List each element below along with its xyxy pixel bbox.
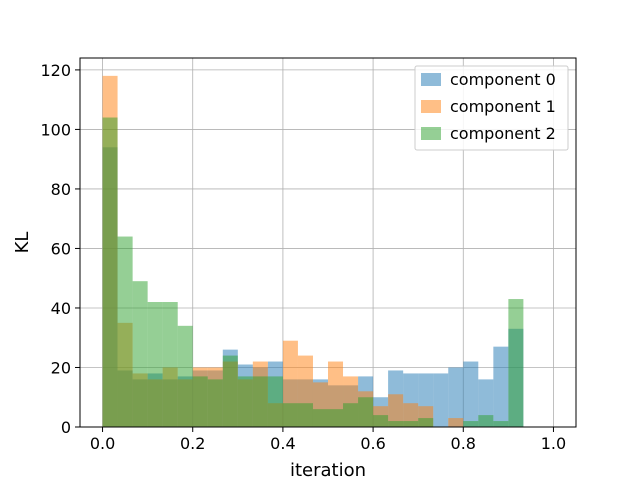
plot-frame xyxy=(79,57,577,428)
y-tick-label: 80 xyxy=(51,180,71,199)
legend-box xyxy=(414,65,569,151)
histogram-bar xyxy=(508,299,524,427)
y-axis-ticks: 0 20 40 60 80 100 120 xyxy=(40,61,80,437)
histogram-bar xyxy=(162,302,178,427)
histogram-bar xyxy=(297,403,313,427)
histogram-bar xyxy=(493,346,509,427)
histogram-bars xyxy=(102,75,524,428)
y-tick-label: 100 xyxy=(40,120,71,139)
legend-item: component 1 xyxy=(421,97,556,116)
legend-label: component 0 xyxy=(450,70,556,89)
histogram-bar xyxy=(463,421,479,427)
legend: component 0 component 1 component 2 xyxy=(414,65,569,151)
histogram-bar xyxy=(358,397,374,427)
legend-item: component 2 xyxy=(421,124,556,143)
histogram-bar xyxy=(207,379,223,427)
legend-swatch xyxy=(421,127,441,140)
legend-swatch xyxy=(421,73,441,86)
y-tick-label: 20 xyxy=(51,358,71,377)
histogram-bar xyxy=(252,376,268,427)
y-axis-label: KL xyxy=(12,232,33,254)
histogram-bar xyxy=(237,376,253,427)
histogram-bar xyxy=(343,403,359,427)
histogram-bar xyxy=(192,376,208,427)
histogram-bar xyxy=(328,409,344,427)
histogram-bar xyxy=(388,421,404,427)
histogram-bar xyxy=(102,117,118,428)
histogram-bar xyxy=(403,421,419,427)
x-tick-label: 0.4 xyxy=(270,434,295,453)
histogram-bar xyxy=(132,281,148,427)
series-2 xyxy=(102,117,524,428)
x-tick-label: 0.2 xyxy=(180,434,205,453)
histogram-bar xyxy=(373,415,389,427)
legend-swatch xyxy=(421,100,441,113)
histogram-bar xyxy=(282,403,298,427)
histogram-bar xyxy=(448,418,464,427)
histogram-bar xyxy=(478,415,494,427)
histogram-bar xyxy=(117,236,133,427)
histogram-bar xyxy=(388,394,404,427)
histogram-bar xyxy=(463,361,479,427)
x-axis-label: iteration xyxy=(290,460,366,480)
histogram-bar xyxy=(448,367,464,427)
y-tick-label: 60 xyxy=(51,239,71,258)
legend-item: component 0 xyxy=(421,70,556,89)
histogram-bar xyxy=(418,418,434,427)
histogram-bar xyxy=(433,373,449,427)
histogram-bar xyxy=(493,421,509,427)
histogram-bar xyxy=(222,355,238,427)
x-tick-label: 1.0 xyxy=(541,434,566,453)
legend-label: component 2 xyxy=(450,124,556,143)
legend-label: component 1 xyxy=(450,97,556,116)
histogram-bar xyxy=(312,409,328,427)
histogram-bar xyxy=(177,325,193,427)
y-tick-label: 40 xyxy=(51,299,71,318)
x-tick-label: 0.0 xyxy=(90,434,115,453)
y-tick-label: 0 xyxy=(61,418,71,437)
x-axis-ticks: 0.0 0.2 0.4 0.6 0.8 1.0 xyxy=(90,427,566,453)
y-tick-label: 120 xyxy=(40,61,71,80)
histogram-bar xyxy=(267,376,283,427)
x-tick-label: 0.8 xyxy=(451,434,476,453)
histogram-bar xyxy=(147,302,163,427)
x-tick-label: 0.6 xyxy=(360,434,385,453)
